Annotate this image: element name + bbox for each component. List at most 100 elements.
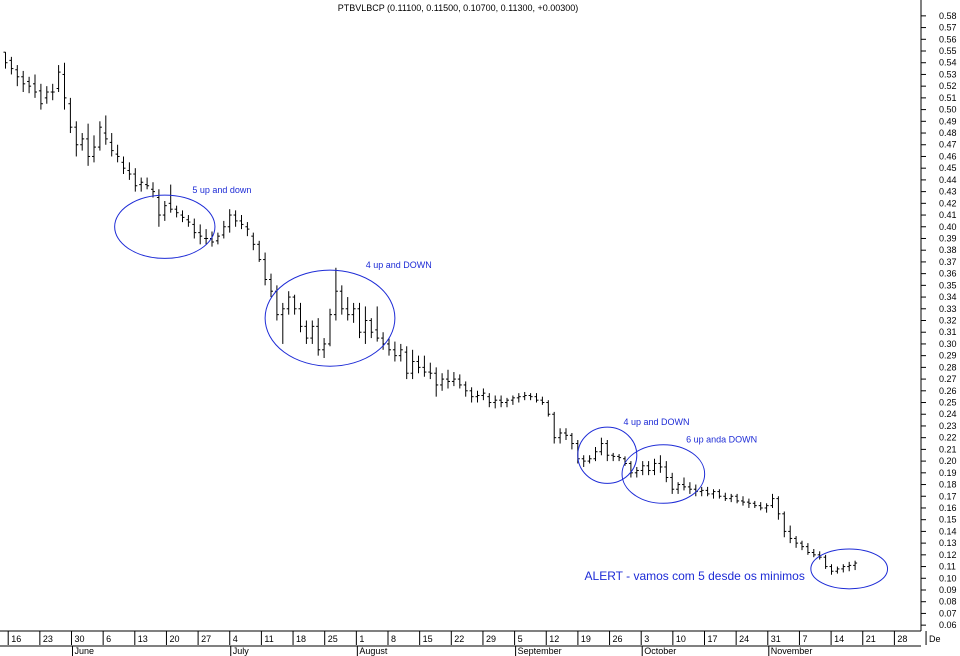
ohlc-bar (97, 121, 102, 151)
x-month-label: July (233, 646, 250, 656)
ohlc-bar (103, 115, 108, 145)
y-tick-label: 0.44 (939, 175, 957, 185)
ohlc-bar (56, 65, 61, 93)
ohlc-bar (546, 400, 551, 417)
ohlc-bar (339, 285, 344, 315)
x-day-label: 26 (613, 634, 623, 644)
ohlc-bar (623, 456, 627, 466)
ohlc-bar (522, 391, 527, 401)
ohlc-bar (558, 428, 563, 444)
ohlc-bar (145, 177, 150, 190)
ohlc-bar (198, 224, 203, 245)
x-day-label: 20 (169, 634, 179, 644)
x-day-label: 21 (866, 634, 876, 644)
annotation-circle (577, 426, 638, 484)
x-day-label: 19 (581, 634, 591, 644)
ohlc-bar (711, 489, 716, 499)
y-tick-label: 0.25 (939, 398, 957, 408)
x-day-label: 3 (644, 634, 649, 644)
x-month-label: September (518, 646, 562, 656)
x-day-label: 14 (834, 634, 844, 644)
y-tick-label: 0.28 (939, 362, 957, 372)
y-tick-label: 0.17 (939, 491, 957, 501)
ohlc-bar (676, 482, 681, 494)
y-tick-label: 0.09 (939, 585, 957, 595)
x-month-label: October (644, 646, 676, 656)
y-tick-label: 0.20 (939, 456, 957, 466)
y-tick-label: 0.47 (939, 140, 957, 150)
ohlc-bar (581, 455, 586, 467)
ohlc-bar (115, 144, 120, 163)
annotation-label: ALERT - vamos com 5 desde os minimos (585, 569, 805, 583)
ohlc-bar (817, 551, 822, 560)
ohlc-bar (68, 97, 73, 134)
x-day-label: 31 (771, 634, 781, 644)
ohlc-bar (44, 86, 49, 104)
y-tick-label: 0.21 (939, 444, 957, 454)
annotation-circle (264, 269, 396, 367)
chart-title: PTBVLBCP (0.11100, 0.11500, 0.10700, 0.1… (338, 3, 579, 13)
y-tick-label: 0.32 (939, 316, 957, 326)
y-tick-label: 0.26 (939, 386, 957, 396)
ohlc-bar (369, 318, 374, 339)
y-tick-label: 0.27 (939, 374, 957, 384)
ohlc-bar (304, 320, 309, 344)
ohlc-bar (410, 349, 415, 380)
ohlc-bar (62, 62, 67, 110)
price-bars (3, 51, 858, 575)
ohlc-bar (540, 396, 545, 405)
x-day-label: 16 (11, 634, 21, 644)
ohlc-bar (21, 70, 26, 93)
ohlc-bar (86, 123, 91, 166)
x-day-label: 25 (328, 634, 338, 644)
x-day-label: 13 (138, 634, 148, 644)
ohlc-bar (50, 83, 55, 101)
ohlc-bar (599, 437, 604, 456)
y-tick-label: 0.24 (939, 409, 957, 419)
y-tick-label: 0.19 (939, 468, 957, 478)
y-tick-label: 0.23 (939, 421, 957, 431)
ohlc-bar (92, 135, 96, 163)
ohlc-bar (398, 343, 403, 362)
y-axis: 0.58 0.570.56 0.55 0.540.53 0.52 0.51 0.500.49… (920, 0, 957, 631)
ohlc-bar (74, 121, 79, 157)
ohlc-bar (387, 338, 391, 356)
y-tick-label: 0.29 (939, 351, 957, 361)
ohlc-bar (328, 308, 332, 347)
ohlc-bar (286, 291, 291, 315)
y-tick-label: 0.36 (939, 269, 957, 279)
y-tick-label: 0.43 (939, 187, 957, 197)
y-tick-label: 0.10 (939, 573, 957, 583)
ohlc-bar (109, 133, 114, 157)
ohlc-bar (422, 355, 427, 377)
ohlc-bar (351, 302, 356, 323)
ohlc-bar (233, 210, 238, 227)
ohlc-bar (499, 395, 504, 408)
ohlc-bar (257, 240, 262, 262)
ohlc-bar (269, 273, 273, 298)
y-tick-label: 0.33 (939, 304, 957, 314)
ohlc-bar (770, 493, 775, 508)
ohlc-bar (457, 374, 462, 389)
y-tick-label: 0.55 (939, 46, 957, 56)
ohlc-bar (375, 306, 380, 342)
y-tick-label: 0.41 (939, 210, 957, 220)
ohlc-bar (593, 447, 598, 462)
y-tick-label: 0.14 (939, 526, 957, 536)
x-day-label: 23 (43, 634, 53, 644)
y-tick-label: 0.38 (939, 245, 957, 255)
ohlc-bar (245, 222, 250, 237)
ohlc-bar (794, 536, 799, 548)
x-month-label: August (359, 646, 388, 656)
y-tick-label: 0.07 (939, 608, 957, 618)
ohlc-bar (829, 564, 834, 575)
ohlc-bar (251, 232, 256, 251)
ohlc-bar (823, 554, 828, 569)
ohlc-bar (705, 486, 710, 497)
annotation-label: 4 up and DOWN (366, 260, 432, 270)
x-day-label: 17 (708, 634, 718, 644)
ohlc-bar (699, 486, 704, 497)
ohlc-bar (151, 182, 155, 198)
y-tick-label: 0.49 (939, 116, 957, 126)
ohlc-bar (127, 162, 132, 180)
